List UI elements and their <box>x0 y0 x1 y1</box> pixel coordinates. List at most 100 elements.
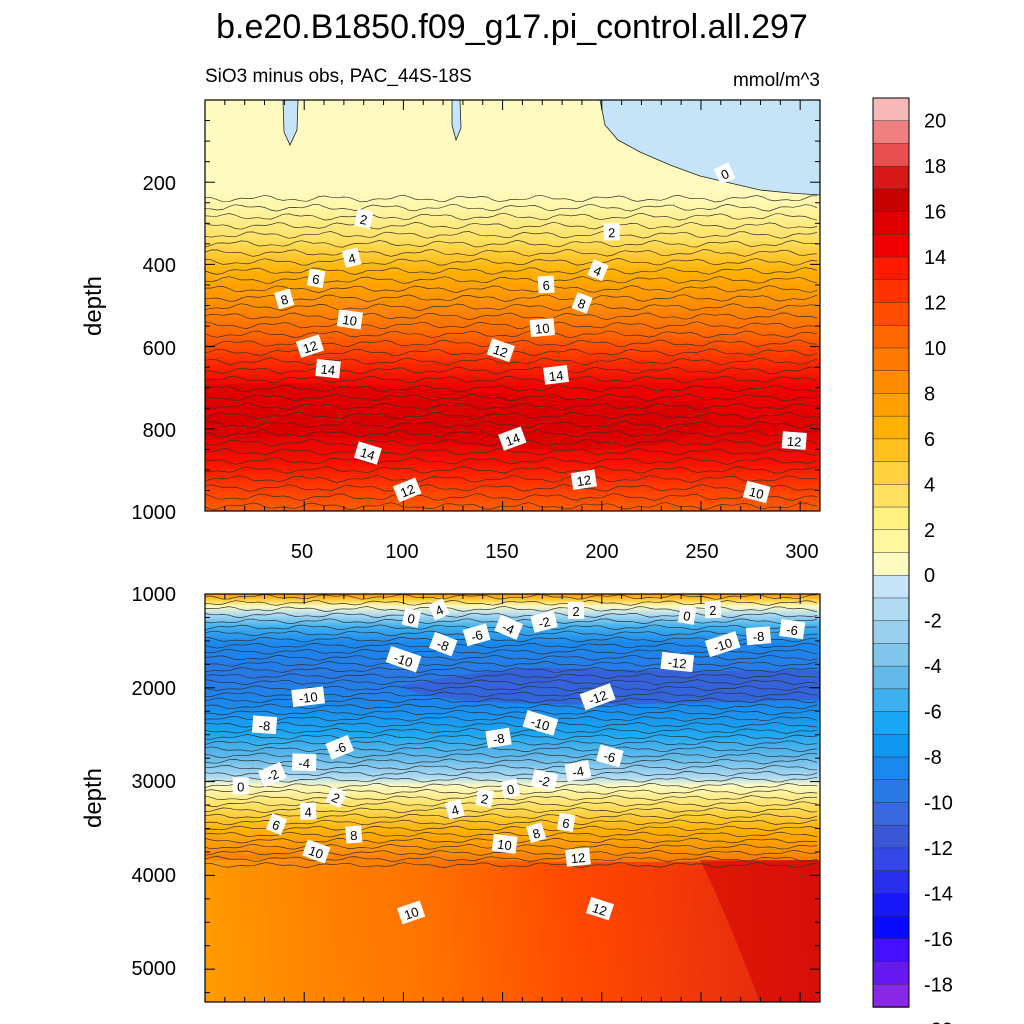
contour-line <box>205 330 818 339</box>
contour-label-text: 2 <box>608 225 615 240</box>
contour-label-box <box>291 686 326 708</box>
colorbar-swatch <box>872 506 910 531</box>
contour-label-text: 4 <box>304 804 312 819</box>
contour-line <box>205 457 818 465</box>
contour-label-text: -8 <box>752 629 765 645</box>
contour-line <box>205 667 818 673</box>
contour-line <box>205 709 818 716</box>
contour-label: -2 <box>530 769 558 792</box>
contour-label-text: 12 <box>786 434 801 450</box>
colorbar-label: 16 <box>924 202 946 224</box>
contour-label-box <box>345 825 363 844</box>
contour-label-text: 14 <box>548 368 564 385</box>
contour-label-text: 12 <box>570 850 586 866</box>
colorbar-swatch <box>872 484 910 508</box>
contour-label-box <box>401 607 421 628</box>
colorbar-swatch <box>872 143 910 167</box>
colorbar-swatch <box>872 802 910 826</box>
contour-label-text: 12 <box>491 342 510 361</box>
contour-label: -4 <box>494 614 524 640</box>
contour-label-box <box>444 798 465 820</box>
contour-line <box>205 594 818 600</box>
contour-label: 10 <box>529 318 555 338</box>
contour-line <box>205 420 818 429</box>
contour-label-box <box>257 761 287 788</box>
contour-line <box>205 831 818 838</box>
colorbar-swatch <box>872 393 910 417</box>
contour-line <box>205 819 818 826</box>
colorbar-swatch <box>872 847 910 872</box>
contour-label: -6 <box>779 619 806 640</box>
colorbar-label: -20 <box>924 1020 953 1024</box>
contour-label-box <box>537 275 555 294</box>
contour-label: -8 <box>251 715 278 735</box>
contour-label-text: -12 <box>587 687 610 708</box>
contour-label-text: 14 <box>320 361 336 377</box>
lower-deep-region <box>205 859 820 1002</box>
colorbar-swatch <box>872 325 910 349</box>
contour-label-box <box>500 778 521 799</box>
contour-label-text: 0 <box>237 779 244 794</box>
contour-label: 10 <box>397 900 426 925</box>
colorbar-swatch <box>872 734 910 758</box>
colorbar-swatch <box>872 711 910 736</box>
colorbar-swatch <box>872 938 910 963</box>
upper-ylabel: depth <box>80 276 107 336</box>
contour-label-text: -8 <box>435 636 451 654</box>
colorbar-label: -10 <box>924 793 953 815</box>
contour-label: -4 <box>291 753 317 772</box>
contour-line <box>205 240 818 248</box>
contour-label: 6 <box>537 275 555 294</box>
contour-label: 12 <box>570 469 598 490</box>
colorbar-swatch <box>872 211 910 236</box>
contour-label-text: 8 <box>531 825 542 841</box>
contour-label-text: -8 <box>258 718 271 734</box>
contour-label-text: 12 <box>590 900 608 919</box>
colorbar-swatch <box>872 165 910 190</box>
colorbar-swatch <box>872 574 910 599</box>
contour-label-box <box>567 601 585 620</box>
contour-label-box <box>529 318 555 338</box>
colorbar-swatch <box>872 438 910 463</box>
contour-label: 8 <box>274 288 295 310</box>
colorbar-swatch <box>872 370 910 395</box>
contour-line <box>205 493 818 501</box>
contour-label-box <box>585 896 614 921</box>
lower-frame <box>204 593 821 1003</box>
contour-line <box>205 795 818 801</box>
contour-line <box>205 825 818 832</box>
upper-ytick: 400 <box>143 255 176 277</box>
contour-label: 6 <box>556 812 576 833</box>
contour-label: 14 <box>315 358 341 379</box>
contour-label: 8 <box>571 292 593 314</box>
contour-label-box <box>522 710 559 736</box>
contour-label-box <box>556 812 576 833</box>
contour-label-text: -10 <box>392 650 415 670</box>
lower-ytick: 3000 <box>132 771 177 793</box>
contour-line <box>205 203 818 212</box>
upper-ytick: 600 <box>143 338 176 360</box>
colorbar-swatch <box>872 961 910 986</box>
contour-label-text: 6 <box>542 278 550 293</box>
contour-label-box <box>565 847 591 867</box>
contour-label-text: 6 <box>561 815 570 831</box>
contour-line <box>205 402 818 411</box>
contour-label-text: -4 <box>298 756 310 771</box>
contour-label-text: 12 <box>398 481 417 500</box>
contour-label-text: 0 <box>505 781 515 797</box>
contour-label: 2 <box>475 788 495 808</box>
contour-label: 10 <box>302 839 331 864</box>
contour-label-box <box>232 777 249 795</box>
contour-label: -10 <box>522 710 559 736</box>
contour-label-box <box>475 788 495 808</box>
contour-label: 0 <box>500 778 521 799</box>
contour-line <box>205 703 818 710</box>
colorbar-swatch <box>872 984 910 1008</box>
contour-label: -10 <box>704 631 741 658</box>
colorbar-swatch <box>872 665 910 690</box>
contour-label-text: -2 <box>264 766 281 784</box>
lower-deep-max <box>700 860 820 1002</box>
colorbar-swatch <box>872 256 910 281</box>
contour-label: 2 <box>354 208 374 229</box>
